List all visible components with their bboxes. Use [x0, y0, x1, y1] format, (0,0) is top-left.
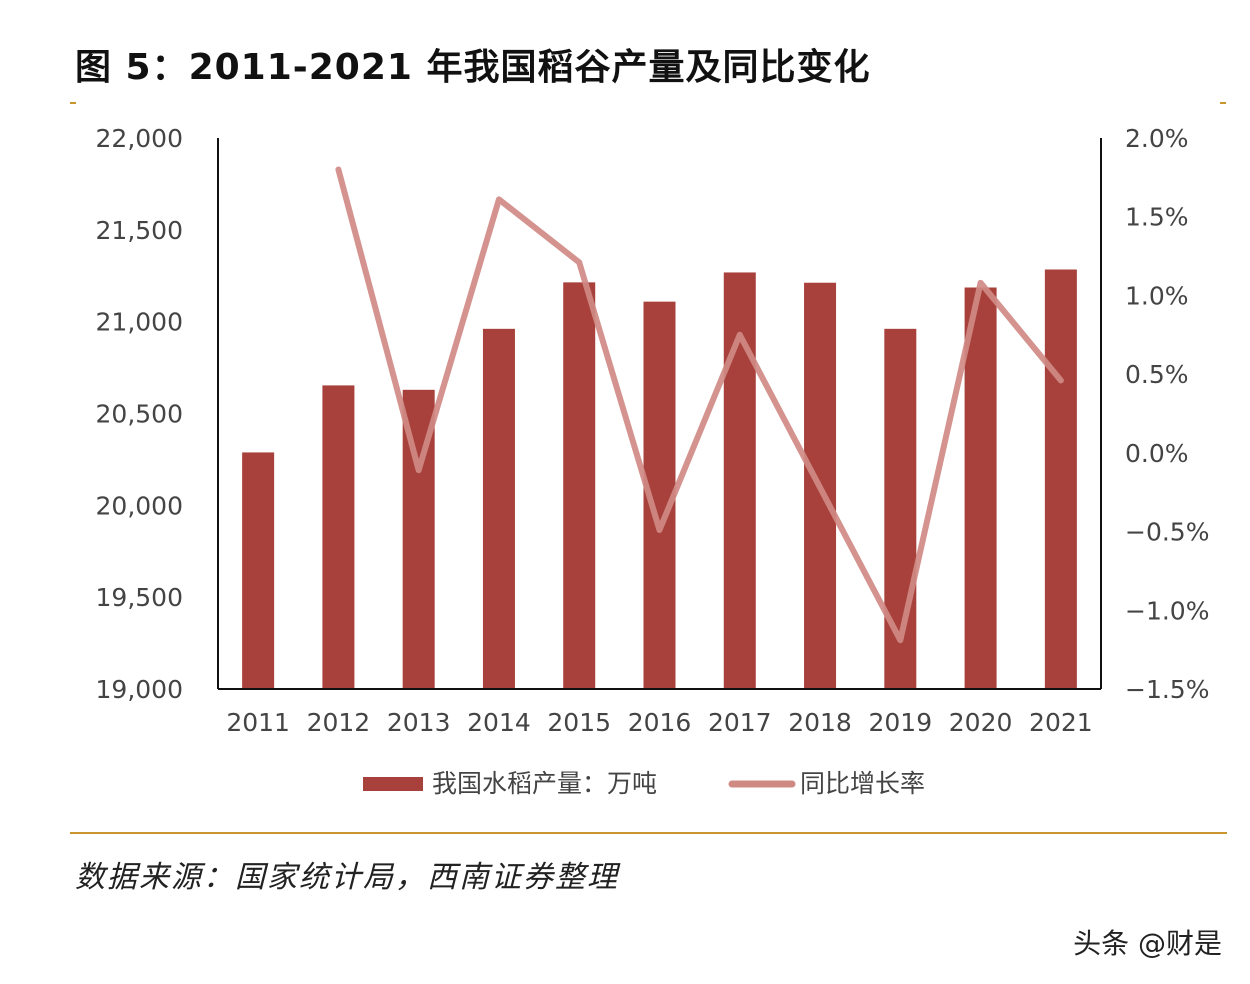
x-tick-label: 2019 — [869, 708, 933, 737]
right-tick-label: 0.5% — [1125, 360, 1189, 389]
source-note: 数据来源：国家统计局，西南证券整理 — [75, 860, 619, 895]
left-tick-label: 20,000 — [96, 491, 183, 520]
right-tick-label: −1.0% — [1125, 596, 1209, 625]
legend: 我国水稻产量：万吨 同比增长率 — [363, 769, 925, 798]
x-tick-label: 2020 — [949, 708, 1013, 737]
right-tick-label: 1.5% — [1125, 203, 1189, 232]
x-tick-label: 2021 — [1029, 708, 1093, 737]
x-tick-label: 2016 — [628, 708, 692, 737]
bar-2015 — [563, 282, 596, 689]
left-tick-label: 21,000 — [96, 308, 183, 337]
x-tick-label: 2014 — [467, 708, 531, 737]
title-rule-left — [70, 102, 76, 104]
x-tick-label: 2012 — [307, 708, 371, 737]
legend-bar-label: 我国水稻产量：万吨 — [432, 769, 657, 798]
legend-line-label: 同比增长率 — [800, 769, 925, 798]
left-tick-label: 20,500 — [96, 400, 183, 429]
bar-2021 — [1044, 269, 1077, 689]
x-tick-label: 2018 — [788, 708, 852, 737]
chart-title: 图 5：2011-2021 年我国稻谷产量及同比变化 — [75, 47, 871, 88]
left-tick-label: 22,000 — [96, 124, 183, 153]
right-tick-label: 0.0% — [1125, 439, 1189, 468]
watermark: 头条 @财是 — [1073, 927, 1222, 960]
title-rule-right — [1220, 102, 1226, 104]
x-tick-label: 2017 — [708, 708, 772, 737]
left-tick-label: 19,500 — [96, 583, 183, 612]
bar-2012 — [322, 385, 355, 689]
x-tick-label: 2015 — [547, 708, 611, 737]
right-tick-label: 1.0% — [1125, 281, 1189, 310]
x-tick-label: 2013 — [387, 708, 451, 737]
right-tick-label: −0.5% — [1125, 518, 1209, 547]
x-tick-label: 2011 — [226, 708, 290, 737]
growth-rate-line — [335, 166, 1064, 644]
right-tick-label: 2.0% — [1125, 124, 1189, 153]
bar-2011 — [242, 452, 275, 689]
bar-2020 — [964, 287, 997, 689]
left-tick-label: 19,000 — [96, 675, 183, 704]
source-divider — [70, 832, 1227, 834]
left-tick-label: 21,500 — [96, 216, 183, 245]
bar-2014 — [482, 328, 515, 689]
right-tick-label: −1.5% — [1125, 675, 1209, 704]
legend-bar-swatch — [363, 777, 423, 791]
